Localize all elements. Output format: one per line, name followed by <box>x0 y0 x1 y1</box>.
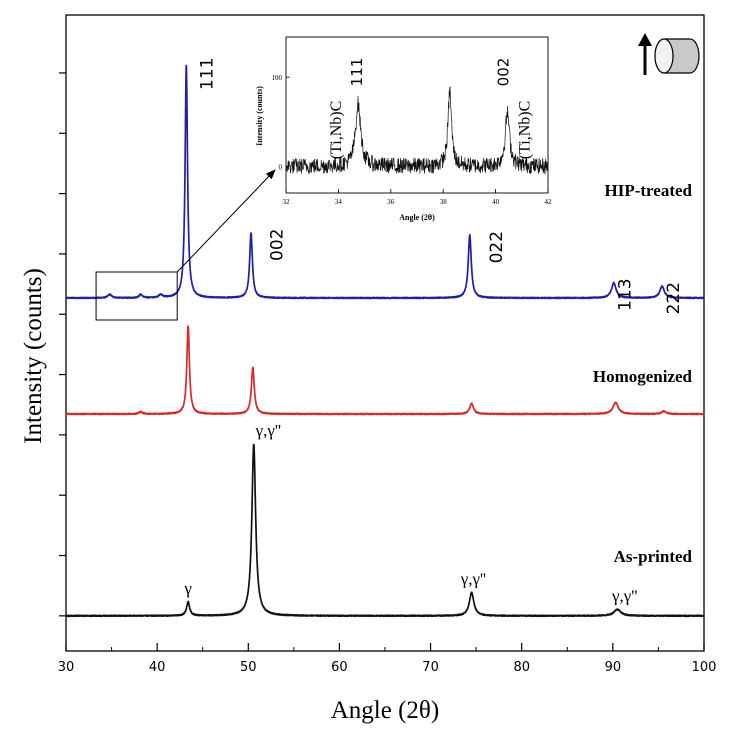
zoom-region-box <box>95 169 276 321</box>
peak-label: γ <box>183 579 192 598</box>
peak-label: 113 <box>616 278 636 310</box>
peak-label: 002 <box>268 229 288 261</box>
inset-x-tick-label: 34 <box>335 198 343 206</box>
inset-x-ticks: 32 34 36 38 40 42 <box>283 189 553 206</box>
inset-y-tick-label: 0 <box>279 163 283 171</box>
inset-y-axis-title: Intensity (counts) <box>255 86 264 146</box>
x-tick-label: 70 <box>422 660 439 675</box>
series-label-as-printed: As-printed <box>614 547 693 566</box>
series-line-hip-treated <box>65 64 705 300</box>
zoom-box <box>95 271 178 321</box>
inset-line <box>285 86 549 175</box>
y-axis-title: Intensity (counts) <box>20 268 47 444</box>
inset-x-axis-title: Angle (2θ) <box>399 213 435 222</box>
x-tick-label: 80 <box>513 660 530 675</box>
series-line-as-printed <box>65 443 705 618</box>
x-tick-label: 100 <box>692 660 717 675</box>
inset-y-tick-label: 100 <box>272 74 283 82</box>
x-axis-ticks: 30 40 50 60 70 80 90 100 <box>58 643 717 675</box>
peak-label: γ,γ'' <box>460 570 486 589</box>
inset-x-tick-label: 38 <box>440 198 448 206</box>
series-line-homogenized <box>65 325 705 416</box>
x-tick-label: 90 <box>605 660 622 675</box>
x-tick-label: 40 <box>149 660 166 675</box>
series-label-homogenized: Homogenized <box>593 367 693 386</box>
peak-label: 022 <box>487 231 507 263</box>
peak-label: γ,γ'' <box>611 586 637 605</box>
x-tick-label: 50 <box>240 660 257 675</box>
inset-x-tick-label: 32 <box>283 198 291 206</box>
inset-annotation: 111 <box>348 58 366 87</box>
inset-annotation: 002 <box>495 58 513 87</box>
series-lines <box>65 64 705 618</box>
peak-label: 111 <box>197 58 217 90</box>
series-label-hip-treated: HIP-treated <box>605 181 693 200</box>
inset-x-tick-label: 42 <box>545 198 553 206</box>
zoom-arrow <box>176 169 276 273</box>
peak-label: γ,γ'' <box>255 421 281 440</box>
x-axis-title: Angle (2θ) <box>331 697 439 724</box>
inset-x-tick-label: 36 <box>387 198 395 206</box>
inset-annotation: (Ti,Nb)C <box>328 101 345 160</box>
x-tick-label: 30 <box>58 660 75 675</box>
x-tick-label: 60 <box>331 660 348 675</box>
y-axis-ticks <box>59 72 66 617</box>
inset-x-tick-label: 40 <box>492 198 500 206</box>
peak-labels: 111 002 022 113 222 γ γ,γ'' γ,γ'' γ,γ'' <box>183 58 684 606</box>
up-arrow-with-cylinder-icon <box>638 33 700 75</box>
inset-annotation: (Ti,Nb)C <box>517 101 534 160</box>
peak-label: 222 <box>664 282 684 314</box>
